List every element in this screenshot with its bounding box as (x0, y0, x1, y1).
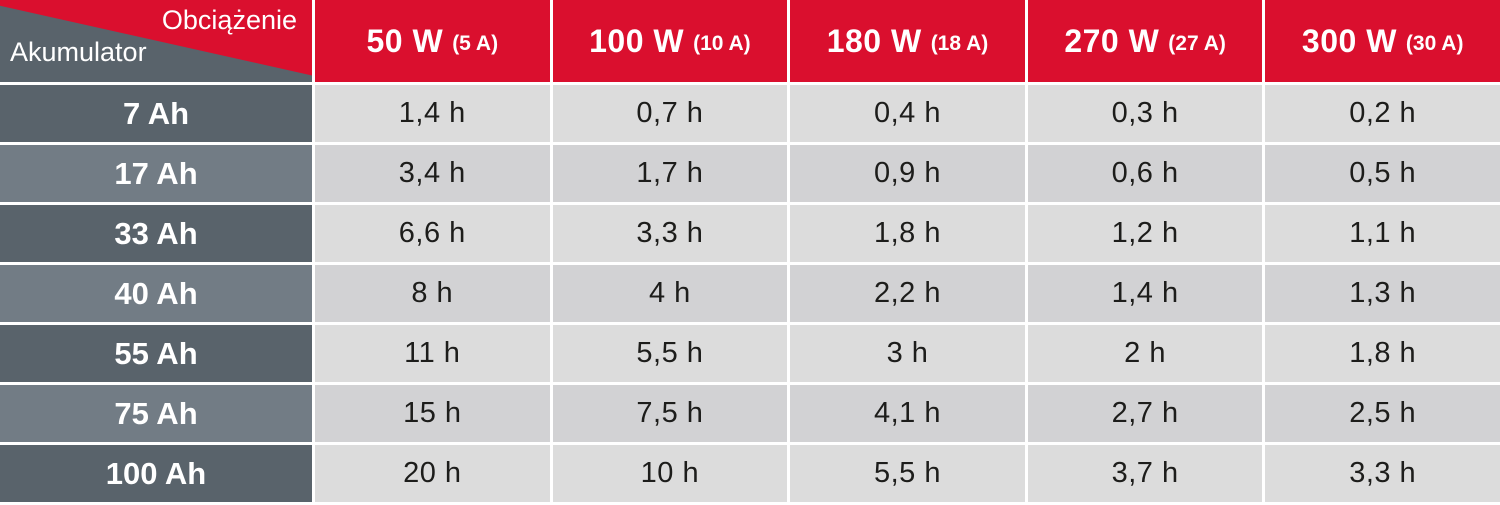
table-cell: 3,3 h (552, 205, 788, 262)
table-cell: 10 h (552, 445, 788, 502)
table-cell: 5,5 h (552, 325, 788, 382)
power-label: 270 W (1064, 22, 1160, 59)
column-header-180w: 180 W (18 A) (790, 0, 1025, 82)
table-cell: 3 h (790, 325, 1025, 382)
row-header-55ah: 55 Ah (0, 325, 312, 382)
row-header-17ah: 17 Ah (0, 145, 312, 202)
column-header-270w: 270 W (27 A) (1027, 0, 1263, 82)
table-cell: 1,8 h (1265, 325, 1500, 382)
table-cell: 20 h (315, 445, 550, 502)
table-cell: 3,4 h (315, 145, 550, 202)
table-cell: 1,7 h (552, 145, 788, 202)
table-cell: 5,5 h (790, 445, 1025, 502)
column-header-100w: 100 W (10 A) (552, 0, 788, 82)
table-cell: 1,3 h (1265, 265, 1500, 322)
amps-label: (27 A) (1168, 31, 1226, 55)
table-cell: 1,2 h (1027, 205, 1263, 262)
table-cell: 1,4 h (315, 85, 550, 142)
power-label: 180 W (826, 22, 922, 59)
battery-axis-label: Akumulator (10, 37, 147, 67)
table-cell: 0,5 h (1265, 145, 1500, 202)
table-cell: 1,1 h (1265, 205, 1500, 262)
table-cell: 2,7 h (1027, 385, 1263, 442)
table-cell: 4 h (552, 265, 788, 322)
corner-cell: Obciążenie Akumulator (0, 0, 312, 82)
power-label: 100 W (589, 22, 685, 59)
table-cell: 6,6 h (315, 205, 550, 262)
table-cell: 0,6 h (1027, 145, 1263, 202)
table-cell: 11 h (315, 325, 550, 382)
table-cell: 15 h (315, 385, 550, 442)
amps-label: (10 A) (693, 31, 751, 55)
table-cell: 2,2 h (790, 265, 1025, 322)
row-header-75ah: 75 Ah (0, 385, 312, 442)
amps-label: (30 A) (1405, 31, 1464, 55)
column-header-50w: 50 W (5 A) (315, 0, 550, 82)
table-cell: 3,3 h (1265, 445, 1500, 502)
table-cell: 0,7 h (552, 85, 788, 142)
table-cell: 0,2 h (1265, 85, 1500, 142)
table-cell: 4,1 h (790, 385, 1025, 442)
table-cell: 0,9 h (790, 145, 1025, 202)
table-cell: 0,3 h (1027, 85, 1263, 142)
table-cell: 2,5 h (1265, 385, 1500, 442)
power-label: 50 W (366, 22, 444, 59)
amps-label: (18 A) (930, 31, 989, 55)
table-cell: 1,4 h (1027, 265, 1263, 322)
row-header-33ah: 33 Ah (0, 205, 312, 262)
row-header-40ah: 40 Ah (0, 265, 312, 322)
table-cell: 0,4 h (790, 85, 1025, 142)
table-cell: 2 h (1027, 325, 1263, 382)
amps-label: (5 A) (452, 31, 499, 55)
table-cell: 3,7 h (1027, 445, 1263, 502)
table-cell: 1,8 h (790, 205, 1025, 262)
load-axis-label: Obciążenie (161, 5, 297, 35)
table-cell: 7,5 h (552, 385, 788, 442)
power-label: 300 W (1301, 22, 1397, 59)
row-header-7ah: 7 Ah (0, 85, 312, 142)
table-cell: 8 h (315, 265, 550, 322)
row-header-100ah: 100 Ah (0, 445, 312, 502)
column-header-300w: 300 W (30 A) (1265, 0, 1500, 82)
